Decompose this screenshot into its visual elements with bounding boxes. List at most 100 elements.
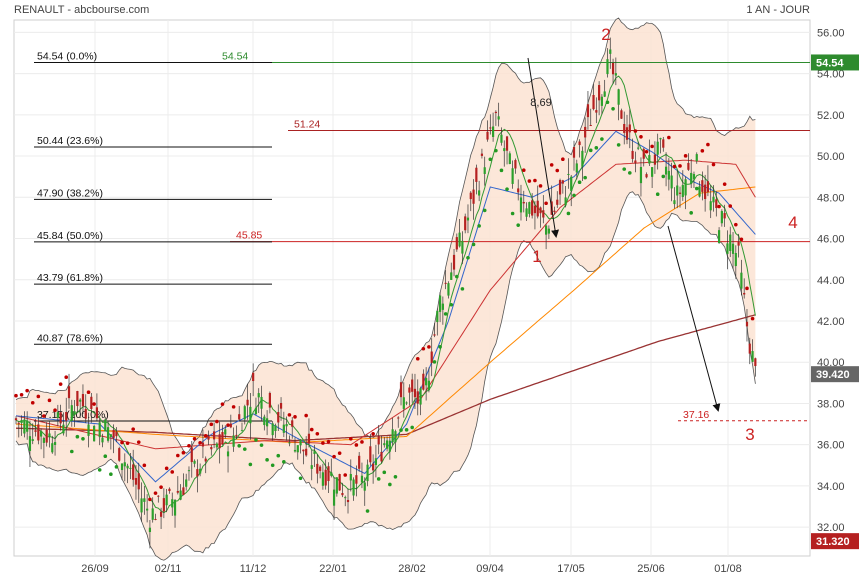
level-label-51.24: 51.24 [294, 118, 320, 130]
price-badge-bg [811, 533, 859, 550]
sar-dot [717, 204, 721, 209]
candle-body [173, 499, 177, 516]
chart-title: RENAULT - abcbourse.com [14, 4, 149, 16]
sar-dot [14, 393, 18, 398]
candle-body [433, 334, 436, 336]
candle-body [653, 154, 657, 165]
candle-body [508, 153, 511, 164]
candle-body [210, 447, 213, 450]
candle-body [637, 147, 640, 149]
sar-dot [516, 223, 520, 227]
candle-body [723, 213, 726, 219]
candle-body [252, 372, 255, 382]
candle-body [355, 475, 358, 484]
candle-body [106, 427, 110, 441]
candle-body [383, 443, 386, 446]
sar-dot [471, 242, 476, 247]
candle-body [176, 490, 179, 493]
candle-body [324, 469, 327, 486]
candle-body [316, 463, 319, 474]
sar-dot [388, 482, 392, 487]
sar-dot [544, 201, 548, 206]
level-label-45.85: 45.85 [236, 230, 262, 242]
annotation-3: 3 [745, 425, 754, 444]
candle-body [480, 153, 484, 156]
sar-dot [164, 466, 169, 471]
fibonacci-label: 40.87 (78.6%) [37, 332, 103, 344]
candle-body [690, 172, 693, 184]
sar-dot [449, 302, 454, 307]
candle-body [154, 518, 157, 520]
candle-body [207, 435, 210, 440]
sar-dot [555, 168, 560, 173]
price-badge-label: 54.54 [816, 57, 844, 69]
candle-body [53, 442, 57, 445]
candle-body [87, 424, 90, 436]
candle-body [450, 272, 453, 280]
candle-body [397, 417, 400, 419]
candle-body [249, 406, 252, 424]
candle-body [134, 478, 138, 485]
candle-body [372, 463, 375, 471]
candle-body [126, 465, 129, 469]
candle-body [466, 217, 470, 221]
sar-dot [75, 434, 80, 439]
sar-dot [181, 450, 186, 455]
sar-dot [170, 470, 175, 474]
sar-dot [750, 316, 755, 321]
sar-dot [438, 345, 442, 349]
candle-body [332, 489, 336, 506]
sar-dot [588, 148, 593, 153]
candle-body [717, 230, 721, 244]
candle-body [542, 210, 545, 218]
candle-body [37, 424, 40, 441]
annotation-4: 4 [788, 213, 797, 232]
candle-body [360, 475, 364, 483]
candle-body [129, 467, 132, 469]
candle-body [26, 420, 29, 432]
y-tick-label: 56.00 [817, 27, 845, 39]
price-badges: 54.54 39.420 31.320 [811, 54, 859, 550]
candle-body [547, 228, 550, 234]
candle-body [358, 455, 361, 469]
candle-body [634, 160, 637, 164]
candle-body [399, 382, 403, 398]
candle-body [497, 116, 500, 120]
sar-dot [114, 465, 119, 469]
candle-body [595, 110, 598, 113]
sar-dot [678, 164, 682, 168]
candle-body [533, 205, 537, 214]
sar-dot [644, 149, 649, 154]
candle-body [645, 174, 648, 178]
sar-dots [14, 100, 755, 513]
annotation-1: 1 [532, 247, 541, 266]
sar-dot [561, 157, 565, 162]
candle-body [363, 482, 366, 491]
sar-dot [92, 402, 96, 406]
candle-body [505, 136, 509, 151]
candle-body [31, 439, 34, 441]
arrow-1 [527, 57, 560, 238]
sar-dot [477, 224, 481, 228]
candle-body [221, 432, 224, 445]
ma20-line [15, 130, 756, 483]
candle-body [464, 216, 467, 231]
candle-body [422, 373, 425, 390]
candle-body [168, 488, 171, 492]
candle-body [617, 89, 620, 105]
candle-body [157, 495, 160, 497]
candle-body [193, 460, 196, 464]
candle-body [427, 380, 431, 391]
candle-body [199, 468, 202, 474]
candle-body [159, 511, 163, 517]
candle-body [81, 394, 85, 407]
candle-body [475, 167, 478, 182]
bollinger-lower [15, 191, 756, 561]
candle-body [338, 474, 341, 491]
sar-dot [650, 144, 654, 149]
candle-body [151, 508, 154, 520]
sar-dot [326, 439, 331, 444]
sar-dot [700, 149, 705, 153]
candle-body [525, 208, 528, 217]
candle-body [405, 402, 408, 404]
